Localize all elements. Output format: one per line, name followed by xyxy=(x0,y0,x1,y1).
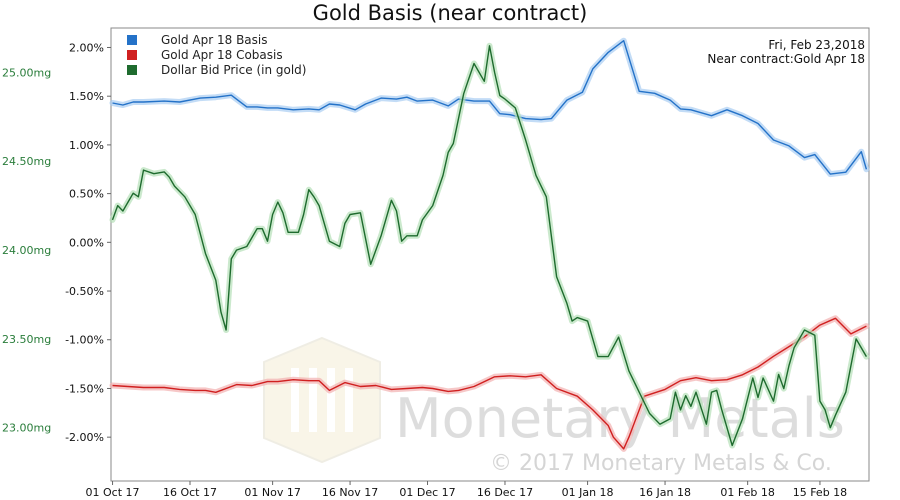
x-tick-label: 15 Feb 18 xyxy=(793,486,847,499)
left-tick-label: -1.00% xyxy=(65,334,104,347)
legend-swatch xyxy=(127,35,137,45)
chart-title: Gold Basis (near contract) xyxy=(313,1,588,25)
x-tick-label: 16 Jan 18 xyxy=(639,486,691,499)
gold-apr-18-cobasis-line xyxy=(112,317,867,450)
x-tick-label: 16 Nov 17 xyxy=(322,486,378,499)
left-tick-label: -0.50% xyxy=(65,285,104,298)
left-tick-label: 0.00% xyxy=(69,236,104,249)
monetary-metals-watermark: Monetary Metals © 2017 Monetary Metals &… xyxy=(263,336,845,476)
x-tick-label: 16 Oct 17 xyxy=(163,486,217,499)
dollar-bid-price-in-gold-line xyxy=(111,45,868,447)
left-tick-label: 0.50% xyxy=(69,188,104,201)
right-axis: 25.00mg 24.50mg 24.00mg 23.50mg 23.00mg xyxy=(2,66,51,434)
plot-area xyxy=(110,27,870,482)
legend-label: Dollar Bid Price (in gold) xyxy=(161,63,306,77)
contract-label: Near contract:Gold Apr 18 xyxy=(707,52,865,66)
x-tick-label: 01 Dec 17 xyxy=(399,486,455,499)
watermark-copyright: © 2017 Monetary Metals & Co. xyxy=(490,451,832,476)
legend-label: Gold Apr 18 Cobasis xyxy=(161,48,283,62)
left-tick-label: 1.00% xyxy=(69,139,104,152)
x-tick-label: 01 Jan 18 xyxy=(562,486,614,499)
left-axis: 2.00% 1.50% 1.00% 0.50% 0.00% -0.50% -1.00% -1.… xyxy=(65,41,111,444)
left-tick-label: -2.00% xyxy=(65,431,104,444)
x-axis: 01 Oct 17 16 Oct 17 01 Nov 17 16 Nov 17 01 D… xyxy=(86,481,847,499)
x-tick-label: 01 Nov 17 xyxy=(244,486,300,499)
legend-swatch xyxy=(127,65,137,75)
right-tick-label: 25.00mg xyxy=(2,66,51,79)
right-tick-label: 23.00mg xyxy=(2,422,51,435)
right-tick-label: 24.00mg xyxy=(2,244,51,257)
series-layer xyxy=(109,37,870,452)
right-tick-label: 23.50mg xyxy=(2,333,51,346)
left-tick-label: 2.00% xyxy=(69,41,104,54)
right-tick-label: 24.50mg xyxy=(2,155,51,168)
left-tick-label: 1.50% xyxy=(69,90,104,103)
x-tick-label: 16 Dec 17 xyxy=(477,486,533,499)
legend-swatch xyxy=(127,50,137,60)
left-tick-label: -1.50% xyxy=(65,382,104,395)
x-tick-label: 01 Feb 18 xyxy=(720,486,774,499)
gold-apr-18-basis-line xyxy=(112,40,868,175)
date-label: Fri, Feb 23,2018 xyxy=(768,38,865,52)
legend-label: Gold Apr 18 Basis xyxy=(161,33,268,47)
x-tick-label: 01 Oct 17 xyxy=(86,486,140,499)
watermark-logo-icon xyxy=(263,336,381,464)
